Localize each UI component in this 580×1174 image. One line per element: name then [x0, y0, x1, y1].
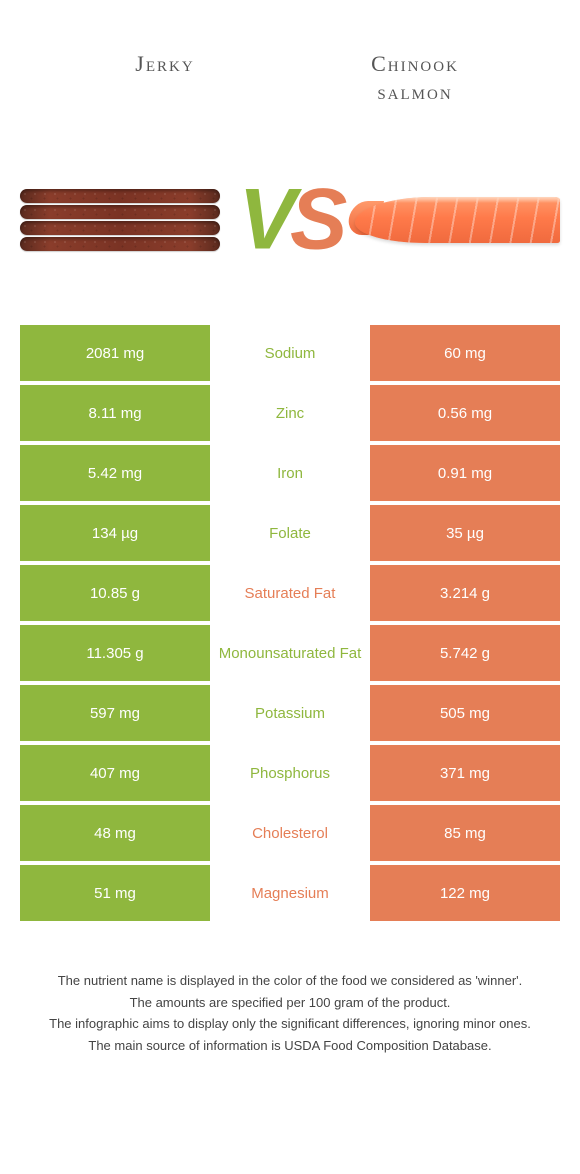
- left-value: 407 mg: [20, 745, 210, 801]
- right-value: 60 mg: [370, 325, 560, 381]
- nutrient-name: Sodium: [210, 325, 370, 381]
- vs-v: V: [239, 172, 290, 268]
- hero-row: VS: [0, 155, 580, 285]
- vs-s: S: [290, 172, 341, 268]
- nutrient-name: Phosphorus: [210, 745, 370, 801]
- table-row: 597 mgPotassium505 mg: [20, 685, 560, 741]
- nutrient-name: Monounsaturated Fat: [210, 625, 370, 681]
- right-value: 0.91 mg: [370, 445, 560, 501]
- left-value: 48 mg: [20, 805, 210, 861]
- left-value: 134 µg: [20, 505, 210, 561]
- table-row: 5.42 mgIron0.91 mg: [20, 445, 560, 501]
- table-row: 8.11 mgZinc0.56 mg: [20, 385, 560, 441]
- right-value: 0.56 mg: [370, 385, 560, 441]
- nutrient-name: Potassium: [210, 685, 370, 741]
- right-value: 505 mg: [370, 685, 560, 741]
- right-food-title: Chinook salmon: [290, 50, 540, 105]
- left-value: 10.85 g: [20, 565, 210, 621]
- jerky-image: [20, 189, 220, 251]
- left-value: 5.42 mg: [20, 445, 210, 501]
- left-value: 597 mg: [20, 685, 210, 741]
- right-value: 371 mg: [370, 745, 560, 801]
- note-line-2: The amounts are specified per 100 gram o…: [30, 993, 550, 1013]
- right-value: 35 µg: [370, 505, 560, 561]
- left-value: 2081 mg: [20, 325, 210, 381]
- nutrient-name: Iron: [210, 445, 370, 501]
- table-row: 2081 mgSodium60 mg: [20, 325, 560, 381]
- left-value: 51 mg: [20, 865, 210, 921]
- note-line-1: The nutrient name is displayed in the co…: [30, 971, 550, 991]
- right-value: 85 mg: [370, 805, 560, 861]
- right-food-title-line2: salmon: [377, 79, 452, 104]
- nutrient-name: Folate: [210, 505, 370, 561]
- table-row: 51 mgMagnesium122 mg: [20, 865, 560, 921]
- salmon-image: [355, 181, 560, 259]
- right-value: 5.742 g: [370, 625, 560, 681]
- header-titles: Jerky Chinook salmon: [0, 0, 580, 135]
- left-food-title: Jerky: [40, 50, 290, 105]
- footer-notes: The nutrient name is displayed in the co…: [30, 971, 550, 1055]
- right-food-title-line1: Chinook: [371, 51, 459, 76]
- nutrient-name: Cholesterol: [210, 805, 370, 861]
- table-row: 11.305 gMonounsaturated Fat5.742 g: [20, 625, 560, 681]
- vs-label: VS: [239, 171, 342, 270]
- right-value: 3.214 g: [370, 565, 560, 621]
- nutrient-name: Saturated Fat: [210, 565, 370, 621]
- table-row: 407 mgPhosphorus371 mg: [20, 745, 560, 801]
- nutrient-name: Magnesium: [210, 865, 370, 921]
- left-value: 8.11 mg: [20, 385, 210, 441]
- left-value: 11.305 g: [20, 625, 210, 681]
- table-row: 10.85 gSaturated Fat3.214 g: [20, 565, 560, 621]
- nutrient-name: Zinc: [210, 385, 370, 441]
- comparison-table: 2081 mgSodium60 mg8.11 mgZinc0.56 mg5.42…: [20, 325, 560, 921]
- note-line-3: The infographic aims to display only the…: [30, 1014, 550, 1034]
- note-line-4: The main source of information is USDA F…: [30, 1036, 550, 1056]
- table-row: 48 mgCholesterol85 mg: [20, 805, 560, 861]
- right-value: 122 mg: [370, 865, 560, 921]
- table-row: 134 µgFolate35 µg: [20, 505, 560, 561]
